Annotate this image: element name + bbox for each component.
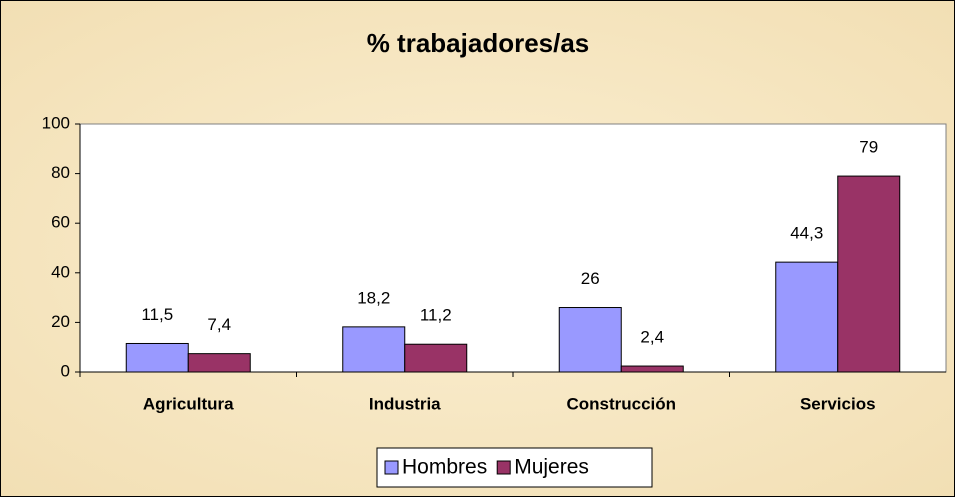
bar (125, 342, 189, 373)
y-tick-label: 100 (42, 113, 70, 132)
legend-box (376, 447, 653, 488)
data-label: 11,2 (420, 306, 452, 325)
bar (342, 326, 406, 373)
bar (620, 365, 684, 373)
data-label: 7,4 (207, 315, 231, 334)
bar (404, 343, 468, 373)
data-label: 26 (581, 269, 600, 288)
y-tick-label: 60 (51, 213, 70, 232)
legend-label: Mujeres (514, 456, 589, 479)
y-tick-label: 40 (51, 262, 70, 281)
y-tick-label: 20 (51, 312, 70, 331)
x-tick-label: Agricultura (143, 394, 234, 413)
legend-swatch (496, 460, 511, 475)
data-label: 18,2 (357, 288, 390, 307)
data-label: 44,3 (790, 224, 823, 243)
y-tick-label: 80 (51, 163, 70, 182)
bar (775, 261, 839, 373)
legend-swatch (384, 460, 399, 475)
bar (837, 175, 901, 373)
x-tick-label: Construcción (566, 394, 676, 413)
data-label: 79 (859, 138, 878, 157)
chart-title: % trabajadores/as (367, 28, 590, 58)
bar (558, 307, 622, 373)
x-tick-label: Industria (369, 394, 441, 413)
bar (187, 353, 251, 373)
data-label: 11,5 (141, 305, 173, 324)
x-tick-label: Servicios (800, 394, 876, 413)
y-tick-label: 0 (61, 361, 70, 380)
legend: Hombres Mujeres (376, 447, 653, 488)
data-label: 2,4 (640, 328, 664, 347)
legend-label: Hombres (402, 456, 487, 479)
